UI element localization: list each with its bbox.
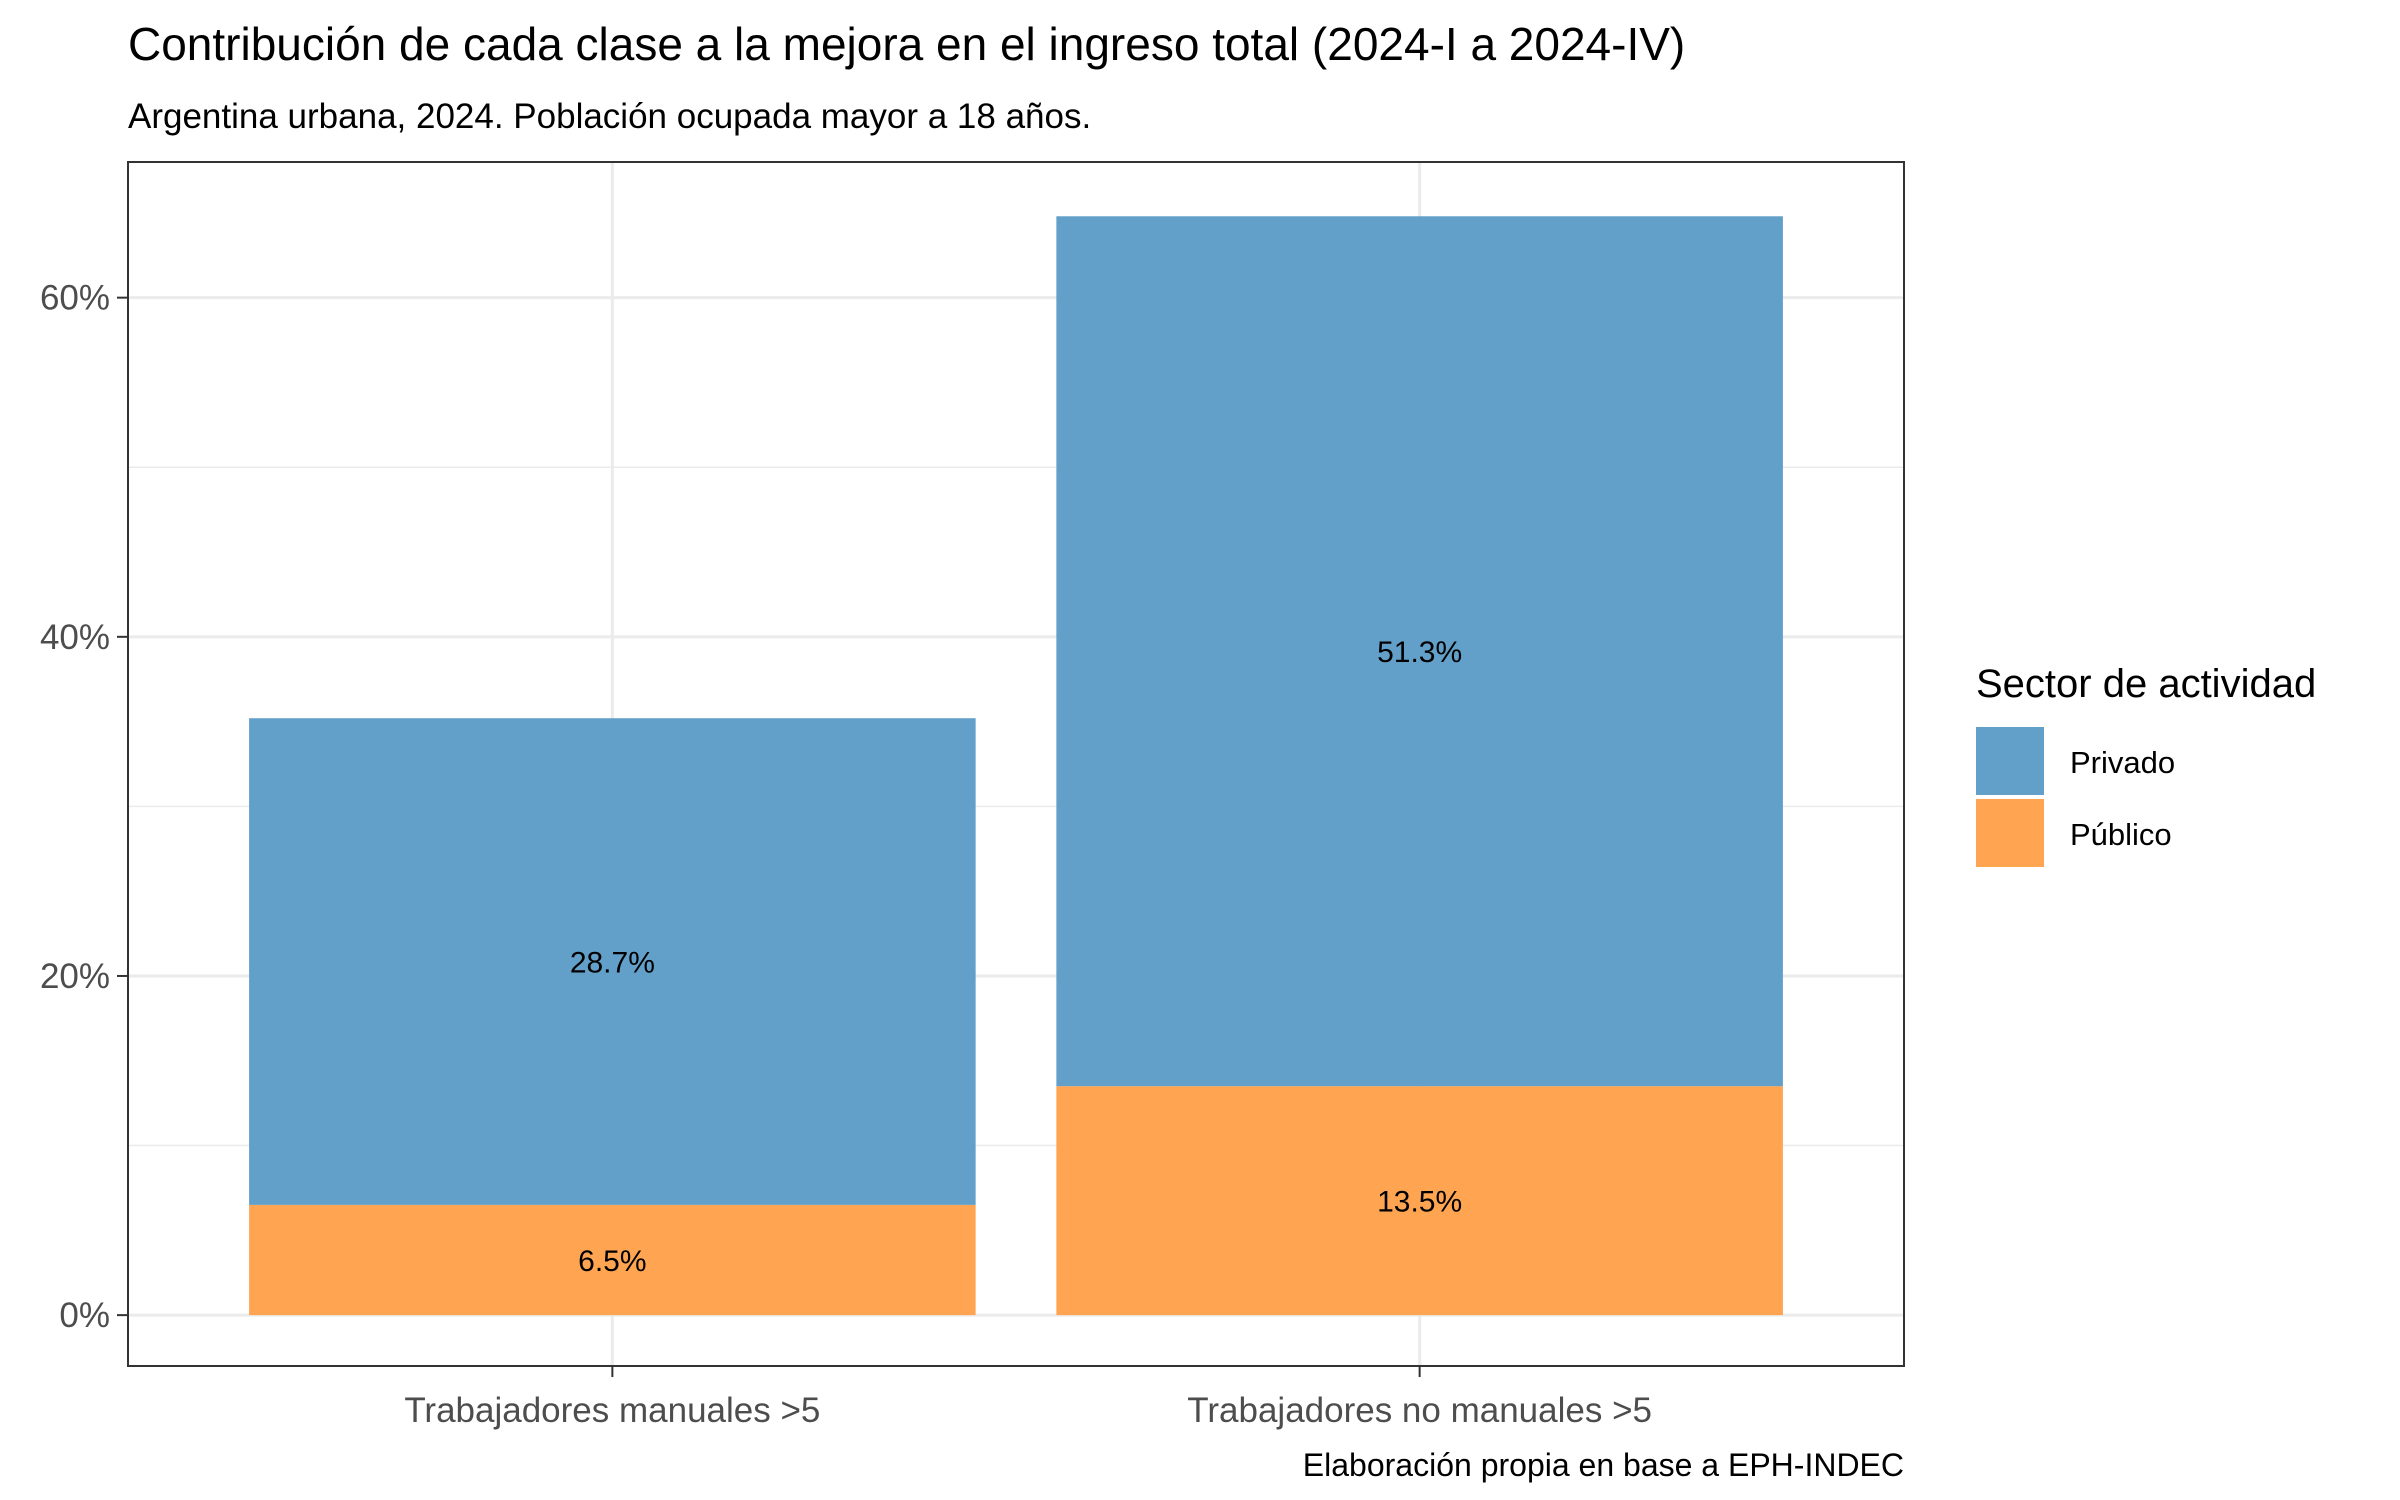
axes: 0% 20% 40% 60% Trabajadores manuales >5 Traba… [40,279,1652,1430]
y-tick-label: 60% [40,279,110,318]
x-tick-label: Trabajadores manuales >5 [404,1391,820,1430]
legend-label: Privado [2070,745,2175,780]
data-label: 6.5% [578,1245,646,1278]
bar-segment [1056,1086,1783,1316]
bar-segment [249,718,976,1205]
y-tick-label: 20% [40,957,110,996]
legend-label: Público [2070,817,2172,852]
chart-subtitle: Argentina urbana, 2024. Población ocupad… [128,97,1091,136]
bar-segment [249,1204,976,1316]
data-label: 28.7% [570,947,655,980]
x-tick-label: Trabajadores no manuales >5 [1187,1391,1652,1430]
legend-title: Sector de actividad [1976,662,2316,706]
legend-swatch [1976,799,2044,867]
y-tick-label: 0% [59,1296,110,1335]
data-label: 13.5% [1377,1186,1462,1219]
legend-swatch [1976,727,2044,795]
legend: Privado Público [1976,727,2175,867]
bars [249,216,1783,1316]
plot-border [127,161,1905,1367]
chart-title: Contribución de cada clase a la mejora e… [128,18,1685,70]
data-label: 51.3% [1377,636,1462,669]
y-tick-label: 40% [40,618,110,657]
bar-segment [1056,216,1783,1087]
chart-caption: Elaboración propia en base a EPH-INDEC [1303,1447,1904,1483]
bar-labels: 6.5% 28.7% 13.5% 51.3% [570,636,1462,1278]
